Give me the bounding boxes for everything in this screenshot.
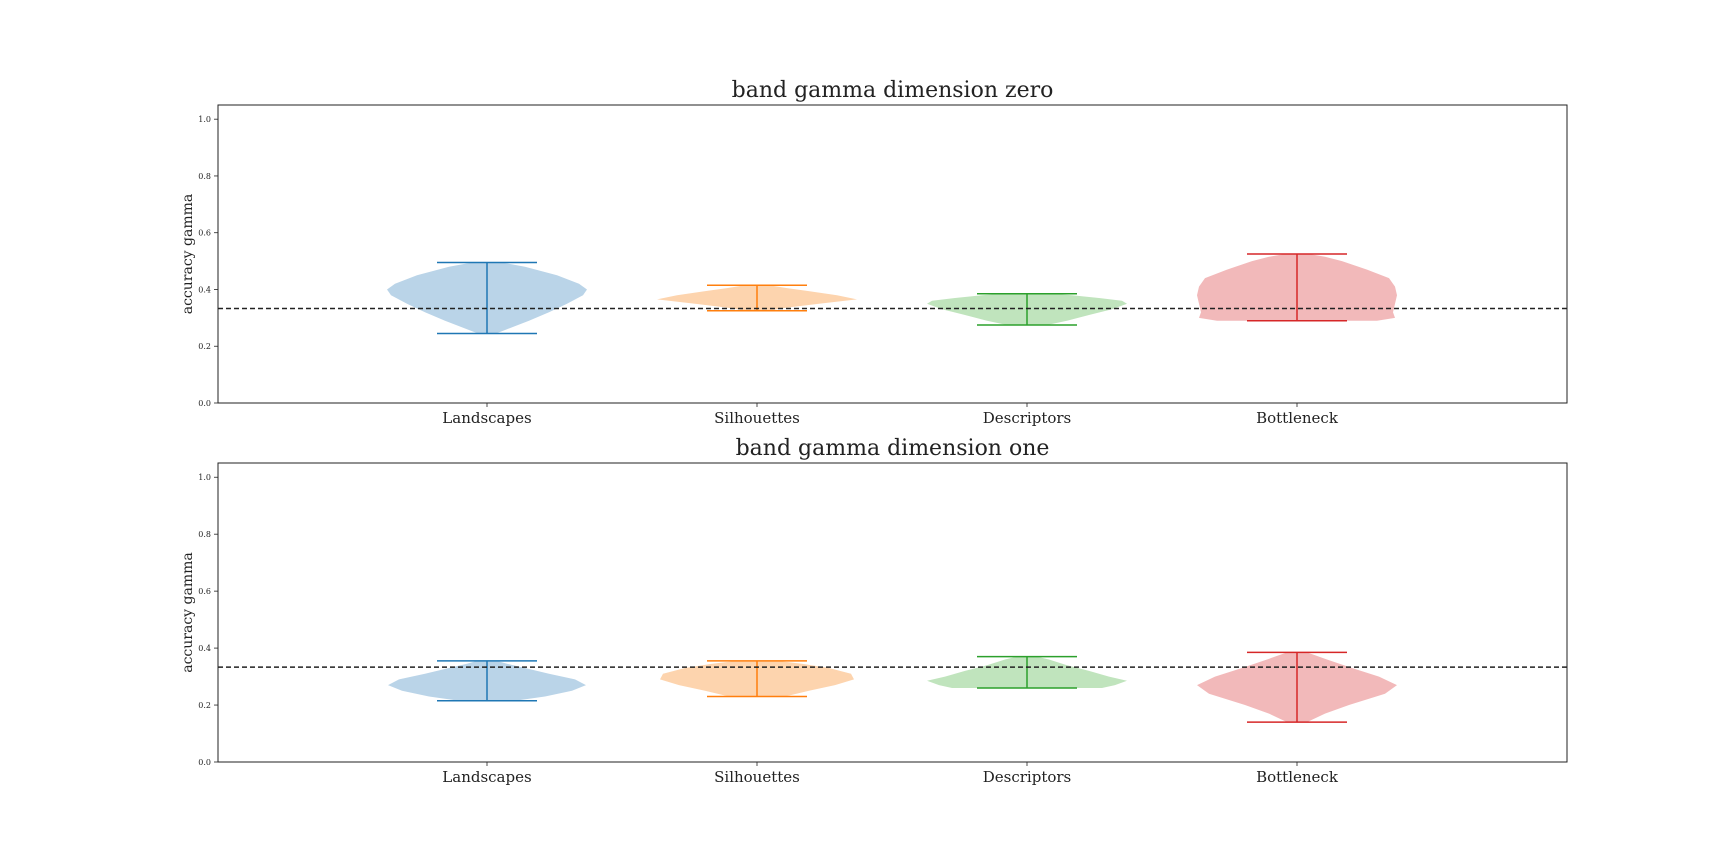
y-tick-label: 0.6 [198, 229, 211, 238]
y-axis-label: accuracy gamma [180, 552, 196, 673]
plot-frame [217, 462, 1568, 763]
y-tick-label: 0.4 [198, 644, 211, 653]
y-tick-label: 0.0 [198, 758, 211, 767]
x-tick-label: Descriptors [983, 409, 1072, 427]
x-tick-label: Silhouettes [714, 409, 800, 427]
x-tick-label: Descriptors [983, 768, 1072, 786]
x-tick-label: Landscapes [442, 409, 531, 427]
y-axis-label: accuracy gamma [180, 194, 196, 315]
x-tick-label: Landscapes [442, 768, 531, 786]
y-tick-label: 0.8 [198, 172, 211, 181]
x-tick-label: Bottleneck [1256, 768, 1339, 786]
y-tick-label: 0.2 [198, 701, 211, 710]
x-tick-label: Silhouettes [714, 768, 800, 786]
y-tick-label: 1.0 [198, 473, 211, 482]
y-tick-label: 1.0 [198, 115, 211, 124]
chart-title: band gamma dimension one [736, 436, 1050, 461]
y-tick-label: 0.2 [198, 342, 211, 351]
chart-title: band gamma dimension zero [732, 78, 1054, 103]
plot-frame [217, 104, 1568, 404]
y-tick-label: 0.6 [198, 587, 211, 596]
y-tick-label: 0.0 [198, 399, 211, 408]
y-tick-label: 0.4 [198, 285, 211, 294]
y-tick-label: 0.8 [198, 530, 211, 539]
x-tick-label: Bottleneck [1256, 409, 1339, 427]
